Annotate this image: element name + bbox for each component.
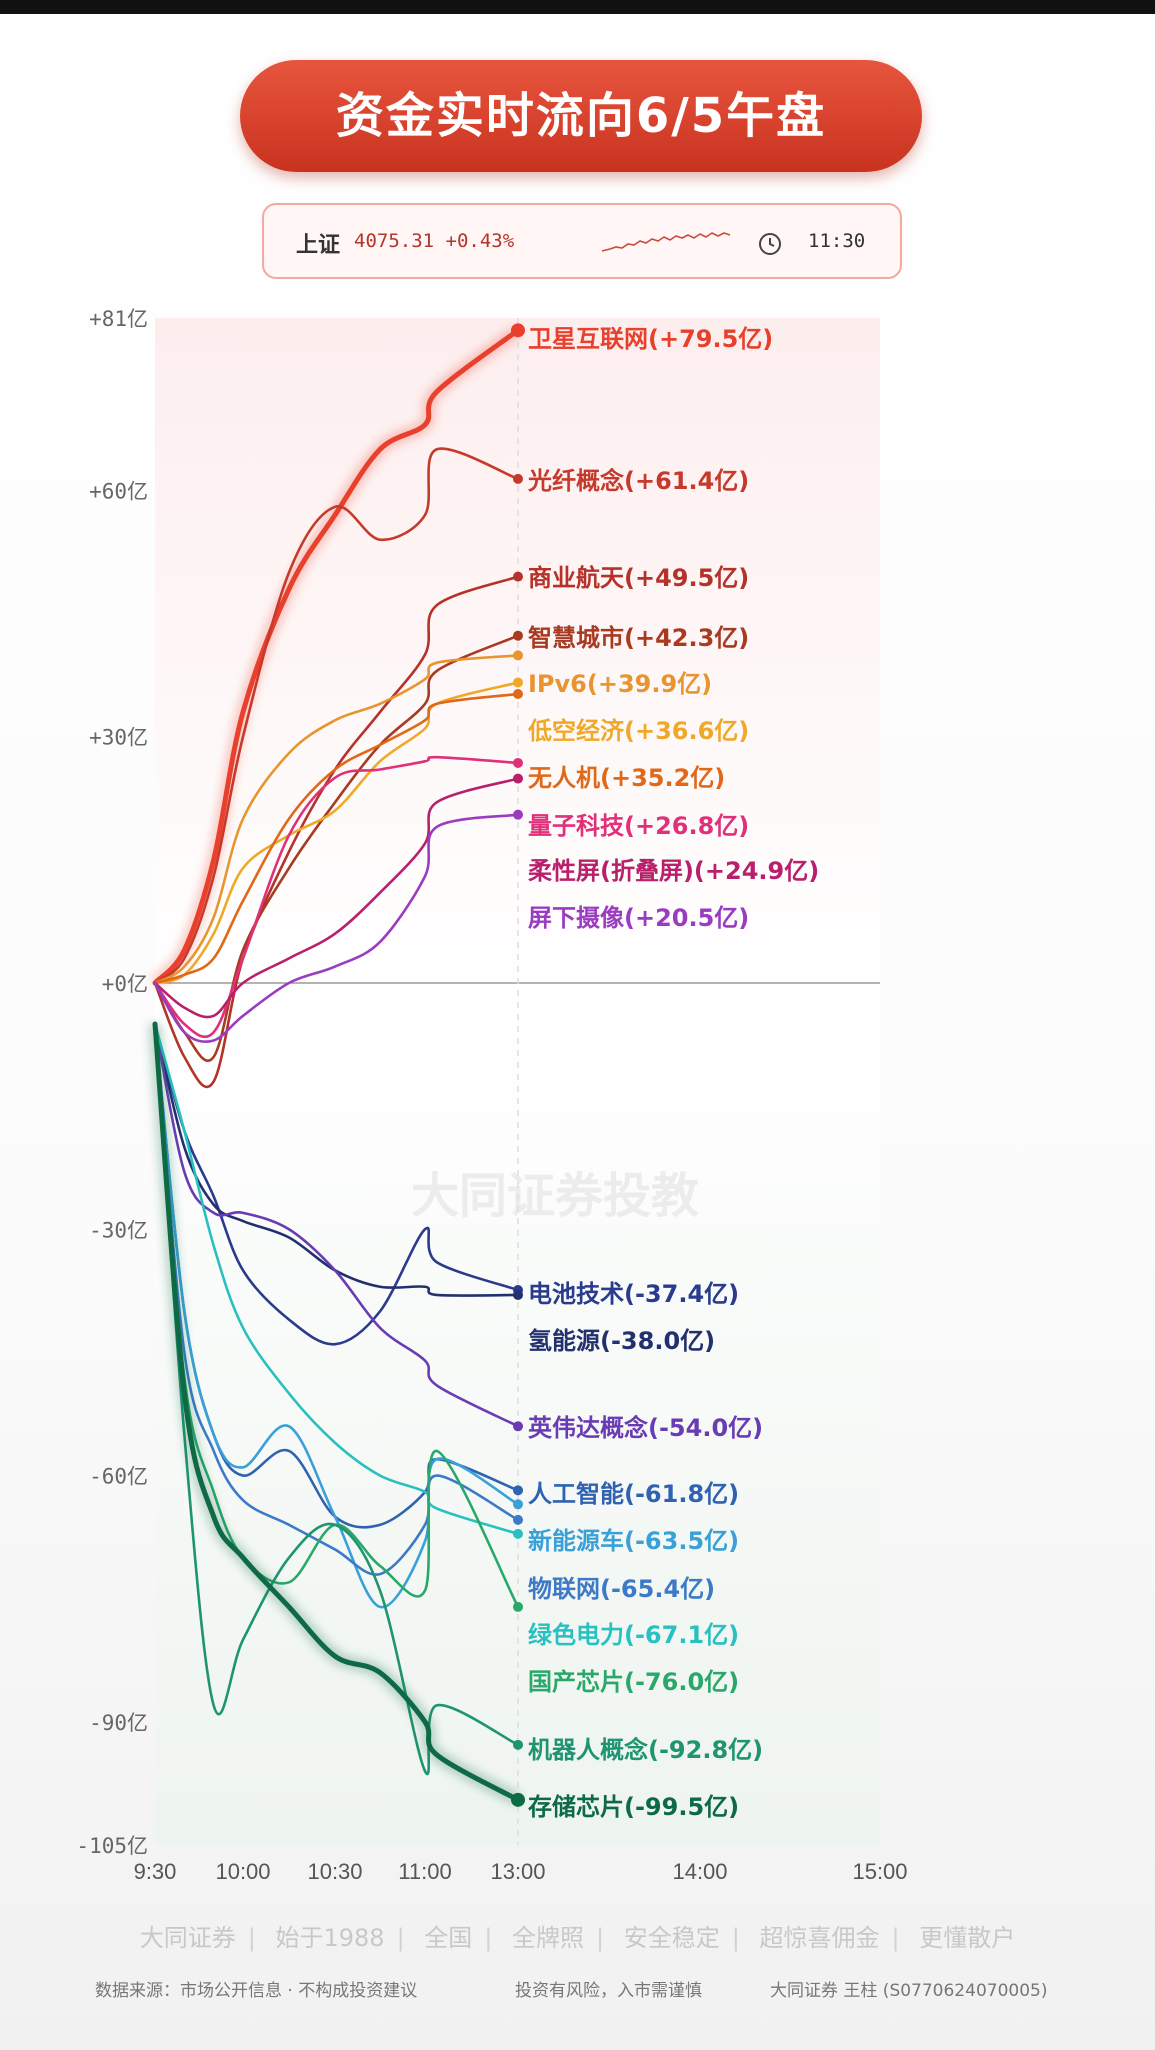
x-tick-label: 13:00 (490, 1859, 545, 1884)
y-tick-label: -90亿 (89, 1711, 148, 1735)
footer-links: 大同证券 | 始于1988 | 全国 | 全牌照 | 安全稳定 | 超惊喜佣金 | 更懂散户 (0, 1918, 1155, 1953)
series-label: 国产芯片(-76.0亿) (528, 1668, 739, 1696)
y-tick-label: +60亿 (89, 479, 148, 503)
series-label: 屏下摄像(+20.5亿) (528, 904, 749, 932)
index-name: 上证 (296, 233, 341, 258)
series-label: 智慧城市(+42.3亿) (528, 624, 749, 652)
sparkline-icon (601, 232, 731, 252)
series-label: 存储芯片(-99.5亿) (528, 1793, 739, 1821)
series-line (153, 692, 520, 985)
x-tick-label: 10:30 (307, 1859, 362, 1884)
page-title: 资金实时流向6/5午盘 (240, 60, 922, 172)
market-time: 11:30 (808, 230, 866, 252)
x-tick-label: 15:00 (852, 1859, 907, 1884)
footer-link[interactable]: 大同证券 (139, 1924, 236, 1952)
series-end-point (513, 757, 523, 768)
series-label: 氢能源(-38.0亿) (528, 1327, 715, 1355)
index-ticker: 上证 4075.31 +0.43% 11:30 (262, 203, 902, 279)
footer-link[interactable]: 始于1988 (275, 1924, 385, 1952)
series-end-point (513, 650, 523, 661)
x-tick-label: 14:00 (672, 1859, 727, 1884)
y-tick-label: +30亿 (89, 726, 148, 750)
series-end-point (513, 689, 523, 700)
series-line (152, 327, 521, 986)
series-line (153, 1022, 520, 1428)
series-label: 无人机(+35.2亿) (528, 764, 725, 792)
clock-icon (759, 233, 781, 255)
series-label: 新能源车(-63.5亿) (528, 1527, 739, 1555)
series-label: 人工智能(-61.8亿) (528, 1480, 739, 1508)
series-end-point (513, 1528, 523, 1539)
series-label: IPv6(+39.9亿) (528, 670, 712, 698)
capital-flow-chart: 大同证券投教 +81亿 +60亿 +30亿 +0亿 -30亿 -60亿 -90亿 -105亿9:… (76, 307, 907, 1884)
y-tick-label: -105亿 (76, 1834, 148, 1858)
series-label: 机器人概念(-92.8亿) (528, 1736, 763, 1764)
series-end-point (513, 571, 523, 582)
series-end-point (513, 1485, 523, 1496)
index-value: 4075.31 +0.43% (354, 230, 515, 252)
series-label: 量子科技(+26.8亿) (528, 812, 749, 840)
series-end-point (513, 630, 523, 641)
series-label: 绿色电力(-67.1亿) (528, 1621, 739, 1649)
series-line (153, 1022, 520, 1346)
y-tick-label: -60亿 (89, 1465, 148, 1489)
series-end-point (513, 1421, 523, 1432)
series-end-point (513, 1289, 523, 1300)
x-tick-label: 9:30 (134, 1859, 177, 1884)
x-tick-label: 10:00 (215, 1859, 270, 1884)
series-end-point (513, 773, 523, 784)
series-end-point (513, 1499, 523, 1510)
x-tick-label: 11:00 (398, 1859, 451, 1884)
series-line (153, 1022, 520, 1297)
series-line (153, 755, 520, 1039)
series-end-point (513, 1601, 523, 1612)
series-label: 低空经济(+36.6亿) (527, 717, 749, 745)
series-end-point (511, 323, 525, 338)
series-end-point (513, 809, 523, 820)
series-end-point (511, 1792, 525, 1807)
series-line (152, 1021, 521, 1803)
series-end-point (513, 1514, 523, 1525)
footer-link[interactable]: 全国 (424, 1924, 473, 1952)
series-label: 商业航天(+49.5亿) (528, 564, 749, 592)
footer-link[interactable]: 更懂散户 (919, 1924, 1016, 1952)
series-end-point (513, 473, 523, 484)
series-label: 物联网(-65.4亿) (528, 1575, 715, 1603)
data-source-note: 数据来源：市场公开信息 · 不构成投资建议 (95, 1981, 418, 2001)
series-line (153, 447, 520, 985)
y-tick-label: +0亿 (102, 972, 148, 996)
watermark-text: 大同证券投教 (411, 1168, 699, 1224)
series-line (153, 777, 520, 1019)
series-end-point (513, 677, 523, 688)
series-line (153, 813, 520, 1043)
series-label: 电池技术(-37.4亿) (528, 1280, 739, 1308)
risk-note: 投资有风险，入市需谨慎 (515, 1981, 702, 2001)
series-end-point (513, 1739, 523, 1750)
y-tick-label: +81亿 (89, 307, 148, 331)
series-label: 光纤概念(+61.4亿) (527, 467, 749, 495)
series-line (153, 654, 520, 985)
y-tick-label: -30亿 (89, 1218, 148, 1242)
footer-link[interactable]: 超惊喜佣金 (759, 1924, 880, 1952)
status-strip (0, 0, 1155, 14)
footer-link[interactable]: 安全稳定 (623, 1924, 720, 1952)
series-label: 柔性屏(折叠屏)(+24.9亿) (528, 857, 819, 885)
series-label: 卫星互联网(+79.5亿) (528, 325, 773, 353)
author-note: 大同证券 王柱 (S0770624070005) (770, 1981, 1048, 2001)
series-label: 英伟达概念(-54.0亿) (528, 1414, 763, 1442)
series-line (153, 634, 520, 1062)
footer-link[interactable]: 全牌照 (512, 1924, 585, 1952)
